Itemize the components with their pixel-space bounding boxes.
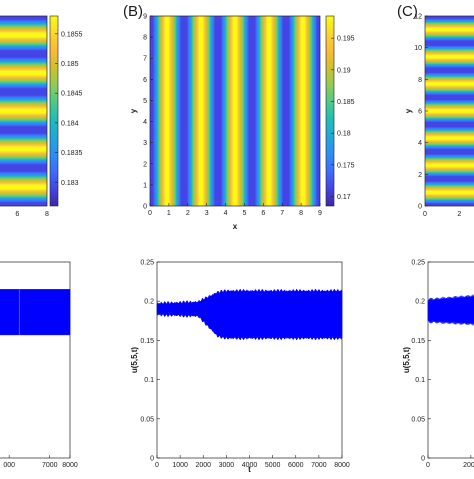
y-tick-label-b: 5: [143, 98, 147, 105]
y-tick-label-e: 0.25: [140, 260, 154, 267]
timeseries-d-frame: [0, 261, 71, 459]
colorbar-tick-label: 0.175: [337, 162, 355, 169]
colorbar: [325, 15, 335, 207]
heatmap-c: [425, 16, 474, 206]
y-tick-label-c: 6: [418, 109, 422, 116]
panel-label-c: (C): [397, 3, 418, 20]
colorbar: [49, 15, 59, 207]
oscillation-band: [156, 288, 343, 341]
x-tick-label-c: 2: [457, 211, 461, 218]
colorbar-tick-label: 0.18: [337, 131, 351, 138]
x-tick-label-b: 2: [186, 210, 190, 217]
x-tick-label-f: 2000: [463, 462, 474, 469]
y-tick-label-b: 2: [143, 161, 147, 168]
x-tick-label-b: 4: [224, 210, 228, 217]
y-tick-label-c: 8: [418, 77, 422, 84]
y-tick-label-e: 0: [150, 456, 154, 463]
y-tick-label-b: 7: [143, 56, 147, 63]
y-tick-label-b: 3: [143, 140, 147, 147]
x-tick-label-b: 7: [280, 210, 284, 217]
y-tick-label-c: 12: [414, 14, 422, 21]
x-tick-label-a: 8: [45, 211, 49, 218]
oscillation-band: [427, 294, 474, 326]
y-axis-label-b: y: [129, 108, 138, 113]
y-tick-label-f: 0.1: [415, 377, 425, 384]
y-axis-label-f: u(5,5,t): [402, 347, 411, 374]
heatmap-b-frame: [149, 15, 321, 207]
colorbar-tick-label: 0.1845: [61, 91, 83, 98]
colorbar-tick-label: 0.19: [337, 67, 351, 74]
colorbar-tick-label: 0.184: [61, 120, 79, 127]
y-tick-label-f: 0.05: [411, 416, 425, 423]
x-tick-label-e: 5000: [265, 462, 281, 469]
y-tick-label-f: 0.2: [415, 299, 425, 306]
x-tick-label-e: 8000: [334, 462, 350, 469]
x-tick-label-e: 2000: [195, 462, 211, 469]
x-axis-label-e: t: [248, 465, 251, 474]
x-axis-label-b: x: [233, 222, 238, 231]
y-tick-label-c: 4: [418, 140, 422, 147]
y-tick-label-b: 1: [143, 182, 147, 189]
x-tick-label-d: 7000: [42, 462, 58, 469]
x-tick-label-e: 0: [155, 462, 159, 469]
y-tick-label-f: 0.15: [411, 338, 425, 345]
y-axis-label-c: y: [404, 108, 413, 113]
y-tick-label-b: 6: [143, 77, 147, 84]
oscillation-band: [0, 289, 71, 336]
colorbar-tick-label: 0.1855: [61, 31, 83, 38]
y-axis-label-e: u(5,5,t): [130, 347, 139, 374]
panel-label-b: (B): [123, 3, 143, 20]
y-tick-label-c: 0: [418, 204, 422, 211]
x-tick-label-e: 7000: [311, 462, 327, 469]
heatmap-a-frame: [0, 15, 48, 207]
x-tick-label-b: 5: [242, 210, 246, 217]
x-tick-label-e: 1000: [172, 462, 188, 469]
y-tick-label-e: 0.2: [144, 299, 154, 306]
y-tick-label-b: 9: [143, 14, 147, 21]
y-tick-label-b: 0: [143, 204, 147, 211]
x-tick-label-e: 4000: [242, 462, 258, 469]
x-tick-label-d: 8000: [62, 462, 78, 469]
heatmap-a: [0, 16, 47, 206]
heatmap-b: [150, 16, 320, 206]
colorbar-tick-label: 0.185: [61, 61, 79, 68]
x-tick-label-e: 6000: [288, 462, 304, 469]
x-tick-label-a: 6: [15, 211, 19, 218]
colorbar-tick-label: 0.17: [337, 194, 351, 201]
timeseries-f-frame: [427, 261, 474, 459]
x-tick-label-e: 3000: [219, 462, 235, 469]
y-tick-label-f: 0: [421, 456, 425, 463]
x-tick-label-b: 6: [261, 210, 265, 217]
colorbar-tick-label: 0.195: [337, 36, 355, 43]
y-tick-label-c: 10: [414, 45, 422, 52]
colorbar-tick-label: 0.183: [61, 180, 79, 187]
y-tick-label-c: 2: [418, 172, 422, 179]
colorbar-tick-label: 0.185: [337, 99, 355, 106]
y-tick-label-f: 0.25: [411, 260, 425, 267]
y-tick-label-e: 0.05: [140, 416, 154, 423]
colorbar-tick-label: 0.1835: [61, 150, 83, 157]
x-tick-label-b: 9: [318, 210, 322, 217]
y-tick-label-e: 0.15: [140, 338, 154, 345]
x-tick-label-b: 8: [299, 210, 303, 217]
x-tick-label-d: 000: [3, 462, 15, 469]
y-tick-label-b: 8: [143, 35, 147, 42]
x-tick-label-b: 3: [205, 210, 209, 217]
x-tick-label-b: 0: [148, 210, 152, 217]
x-tick-label-b: 1: [167, 210, 171, 217]
x-tick-label-f: 0: [426, 462, 430, 469]
y-tick-label-e: 0.1: [144, 377, 154, 384]
x-tick-label-c: 0: [423, 211, 427, 218]
y-tick-label-b: 4: [143, 119, 147, 126]
